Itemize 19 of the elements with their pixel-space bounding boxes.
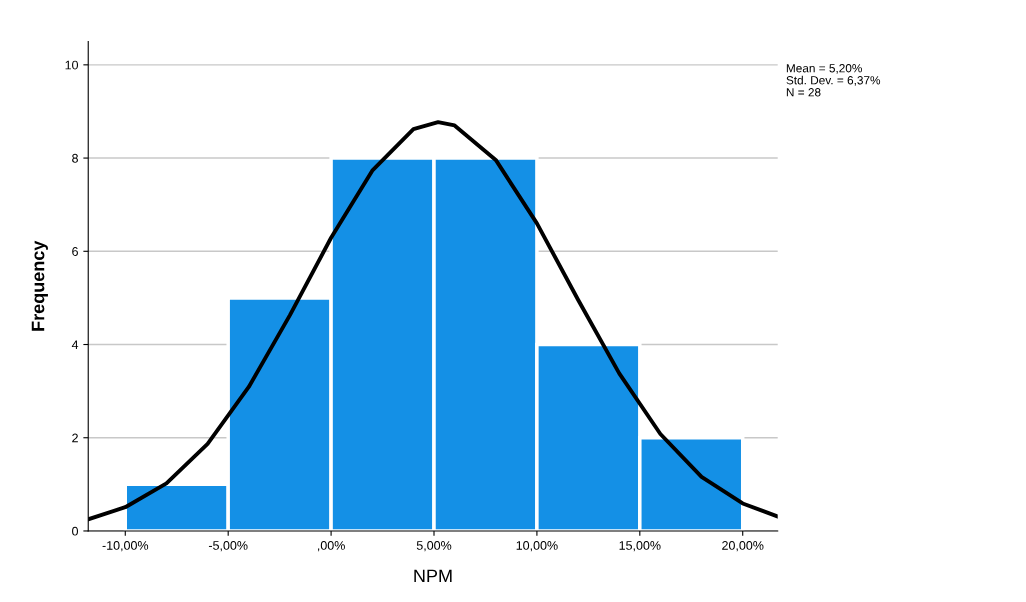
x-tick-label: 5,00% [416, 541, 452, 552]
y-tick-label: 2 [72, 433, 78, 443]
y-axis-title: Frequency [31, 240, 48, 331]
line-series [88, 120, 778, 522]
y-tick-label: 8 [72, 153, 78, 163]
text: Mean = 5,20% [786, 64, 862, 74]
text: N = 28 [786, 88, 821, 97]
x-tick-label: -10,00% [102, 541, 149, 552]
x-tick-label: -5,00% [208, 541, 248, 552]
y-tick-label: 6 [72, 247, 78, 256]
x-tick-label: 20,00% [722, 541, 764, 552]
x-axis-title: NPM [414, 569, 452, 583]
text: Std. Dev. = 6,37% [786, 75, 881, 86]
x-tick-label: ,00% [317, 541, 345, 552]
x-tick-label: 15,00% [619, 541, 661, 552]
x-tick-label: 10,00% [516, 541, 558, 552]
y-tick-label: 10 [65, 60, 79, 70]
y-tick-label: 0 [72, 526, 79, 536]
y-tick-label: 4 [71, 340, 79, 350]
